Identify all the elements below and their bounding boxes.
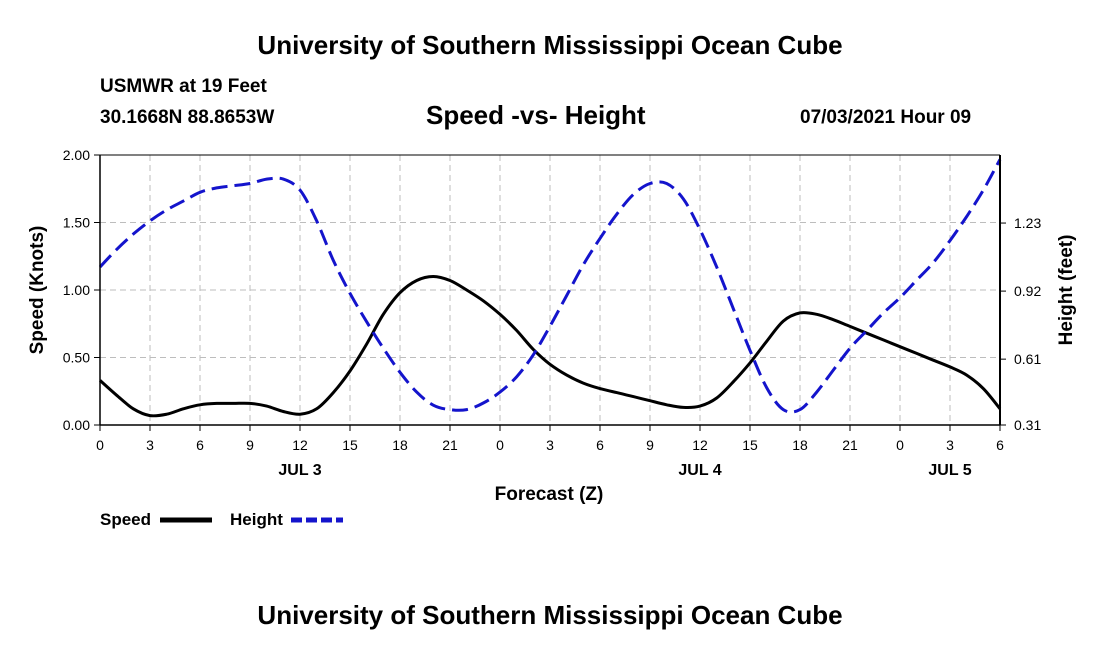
- y-tick-label: 0.50: [63, 350, 90, 366]
- x-tick-label: 9: [646, 437, 654, 453]
- x-tick-label: 15: [342, 437, 358, 453]
- page-title: University of Southern Mississippi Ocean…: [257, 30, 843, 60]
- legend-height-label: Height: [230, 510, 283, 529]
- x-tick-label: 6: [196, 437, 204, 453]
- chart-title: Speed -vs- Height: [426, 100, 646, 130]
- y-tick-label: 0.00: [63, 417, 90, 433]
- x-tick-label: 0: [896, 437, 904, 453]
- x-axis-label: Forecast (Z): [495, 484, 604, 505]
- x-tick-label: 3: [546, 437, 554, 453]
- grid: [100, 155, 1000, 425]
- x-tick-label: 21: [842, 437, 858, 453]
- y-axis-label: Speed (Knots): [27, 226, 48, 355]
- x-tick-label: 6: [996, 437, 1004, 453]
- y2-tick-label: 0.31: [1014, 417, 1041, 433]
- y-tick-label: 2.00: [63, 147, 90, 163]
- x-tick-label: 15: [742, 437, 758, 453]
- x-tick-label: 12: [692, 437, 708, 453]
- forecast-date: 07/03/2021 Hour 09: [800, 107, 972, 128]
- y2-tick-label: 0.61: [1014, 351, 1041, 367]
- footer-title: University of Southern Mississippi Ocean…: [257, 600, 843, 630]
- legend: Speed Height: [100, 510, 343, 529]
- x-tick-label: 21: [442, 437, 458, 453]
- y2-axis-label: Height (feet): [1056, 235, 1077, 346]
- x-tick-label: 18: [792, 437, 808, 453]
- y2-tick-label: 1.23: [1014, 215, 1041, 231]
- station-coordinates: 30.1668N 88.8653W: [100, 107, 275, 128]
- speed-series-line: [99, 275, 1002, 418]
- axis-ticks: 0 3 6 9 12 15 18 21 0 3 6 9 12 15 18 21 0 3 6 0.00 0.50 1.00 1…: [63, 147, 1042, 479]
- x-tick-label: 0: [496, 437, 504, 453]
- x-tick-label: 12: [292, 437, 308, 453]
- x-tick-label: 9: [246, 437, 254, 453]
- x-tick-label: 6: [596, 437, 604, 453]
- x-tick-label: 3: [946, 437, 954, 453]
- legend-speed-label: Speed: [100, 510, 151, 529]
- y2-tick-label: 0.92: [1014, 283, 1041, 299]
- height-series-line: [98, 158, 1002, 414]
- x-tick-label: 3: [146, 437, 154, 453]
- series-lines: [98, 158, 1002, 418]
- x-tick-label: 18: [392, 437, 408, 453]
- day-label: JUL 3: [278, 462, 321, 479]
- y-tick-label: 1.00: [63, 282, 90, 298]
- day-label: JUL 5: [928, 462, 971, 479]
- station-label: USMWR at 19 Feet: [100, 76, 267, 97]
- y-tick-label: 1.50: [63, 215, 90, 231]
- x-tick-label: 0: [96, 437, 104, 453]
- day-label: JUL 4: [678, 462, 721, 479]
